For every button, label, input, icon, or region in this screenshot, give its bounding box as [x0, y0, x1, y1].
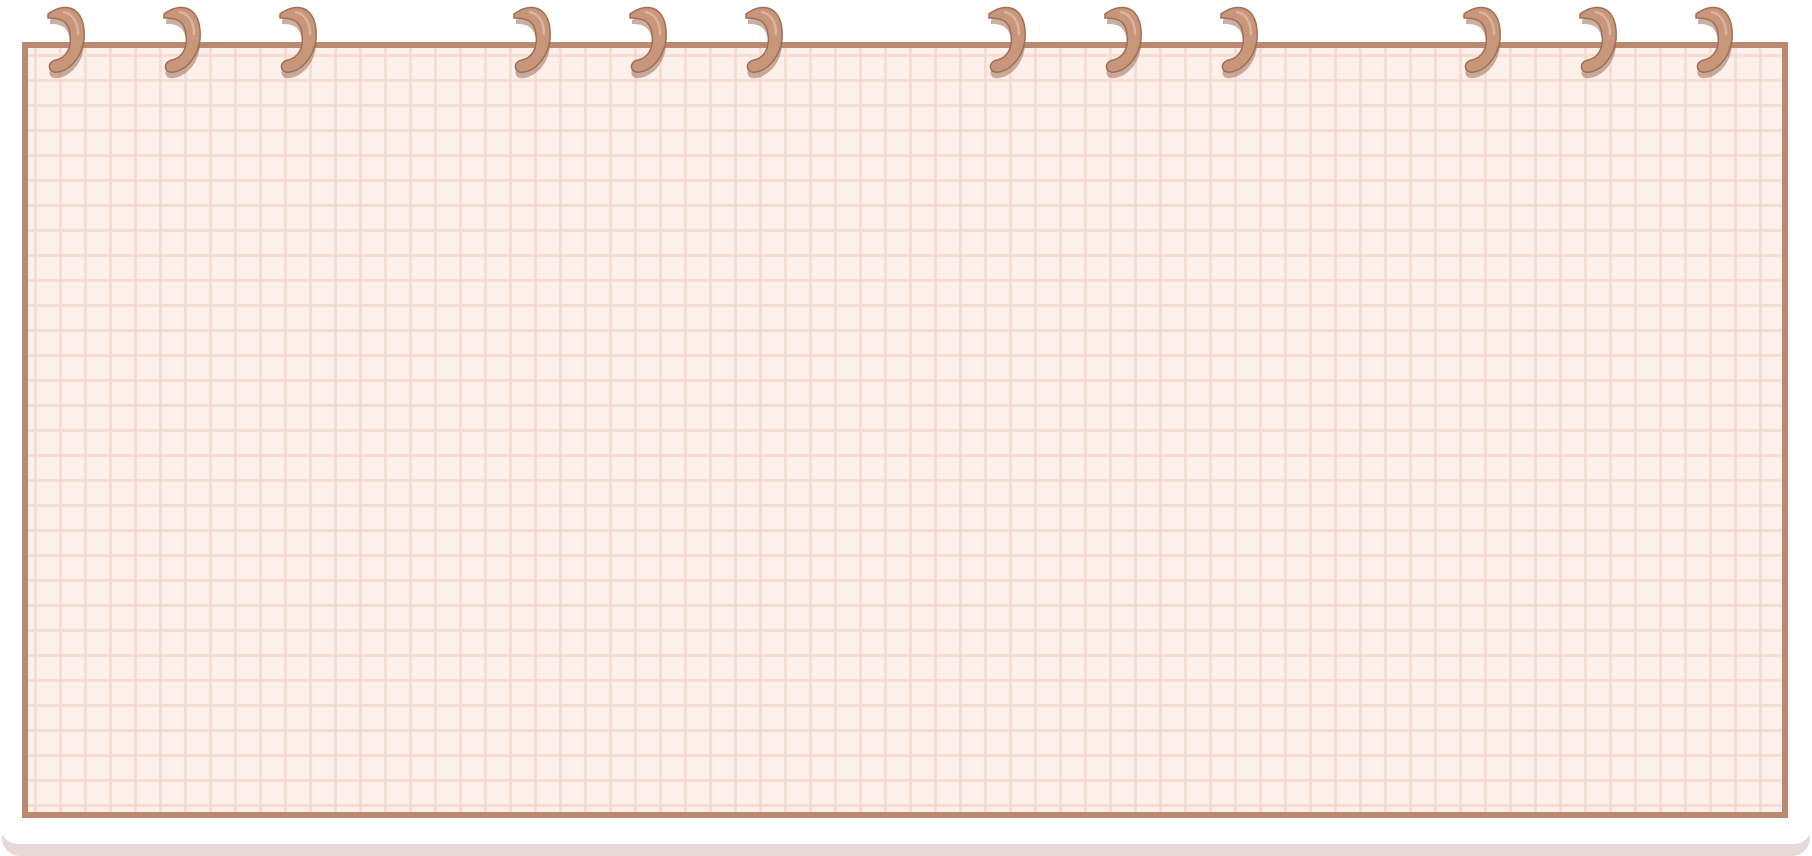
- grid-paper: [22, 42, 1788, 818]
